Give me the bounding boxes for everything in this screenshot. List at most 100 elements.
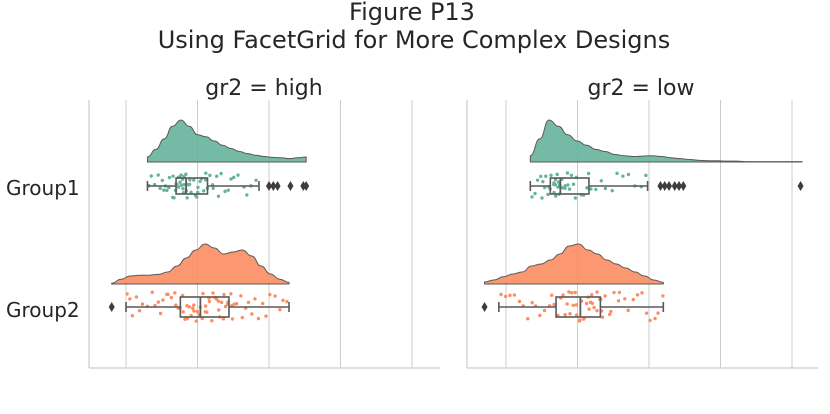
data-point (221, 317, 226, 321)
data-point (211, 186, 215, 190)
outlier-marker (303, 181, 310, 191)
data-point (566, 183, 570, 187)
data-point (172, 196, 176, 200)
density-cloud-group2 (484, 243, 664, 285)
data-point (590, 301, 595, 306)
data-point (578, 318, 582, 322)
data-point (264, 314, 268, 318)
data-point (208, 173, 212, 178)
data-point (555, 172, 559, 177)
chart-suptitle-line1: Figure P13 (349, 0, 475, 26)
data-point (565, 302, 569, 306)
outlier-marker (274, 181, 281, 191)
data-point (256, 316, 261, 321)
data-point (539, 174, 543, 179)
data-point (216, 299, 221, 303)
data-point (203, 178, 208, 182)
data-point (223, 189, 227, 194)
data-point (179, 183, 183, 187)
data-point (508, 293, 512, 298)
outlier-marker (671, 181, 678, 191)
data-point (546, 192, 550, 197)
data-point (554, 194, 558, 198)
data-point (571, 303, 576, 307)
data-point (281, 298, 285, 302)
data-point (187, 305, 192, 309)
data-point (246, 300, 251, 305)
data-point (192, 309, 196, 313)
data-point (589, 187, 593, 191)
data-point (503, 294, 508, 299)
data-point (165, 188, 169, 193)
data-point (140, 302, 145, 306)
data-point (550, 293, 554, 297)
data-point (626, 308, 630, 313)
data-point (621, 174, 625, 178)
outlier-marker (108, 302, 115, 312)
data-point (653, 316, 657, 321)
data-point (561, 293, 565, 297)
data-point (214, 174, 219, 178)
data-point (556, 180, 561, 184)
data-point (549, 173, 553, 177)
data-point (542, 308, 547, 313)
data-point (644, 311, 649, 315)
data-point (567, 187, 572, 191)
outlier-marker (481, 302, 488, 312)
data-point (567, 290, 571, 294)
data-point (137, 309, 142, 313)
box-iqr (175, 177, 209, 195)
data-point (261, 301, 265, 306)
data-point (182, 183, 186, 187)
outlier-marker (661, 181, 668, 191)
data-point (626, 172, 631, 177)
data-point (195, 309, 199, 314)
data-point (563, 186, 567, 190)
data-point (217, 308, 221, 312)
data-point (594, 187, 598, 192)
data-point (589, 293, 594, 297)
data-point (219, 300, 224, 305)
density-cloud-group2 (111, 243, 290, 285)
data-point (174, 303, 178, 307)
facet-low: gr2 = low (466, 76, 818, 369)
data-point (130, 314, 135, 318)
data-point (219, 171, 223, 176)
data-point (584, 301, 589, 306)
data-point (253, 297, 257, 301)
data-point (195, 195, 199, 199)
data-point (530, 301, 534, 305)
data-point (204, 171, 208, 175)
data-point (565, 171, 570, 175)
data-point (171, 174, 175, 178)
data-point (610, 189, 614, 193)
data-point (599, 179, 603, 183)
data-point (607, 312, 612, 317)
data-point (185, 196, 189, 200)
data-point (216, 194, 221, 199)
data-point (586, 171, 591, 176)
data-point (615, 171, 619, 176)
data-point (203, 304, 208, 308)
outlier-marker (287, 181, 294, 191)
data-point (530, 195, 534, 199)
data-point (160, 178, 165, 183)
data-point (229, 292, 233, 296)
data-point (239, 294, 243, 298)
data-point (595, 290, 599, 294)
data-point (617, 290, 622, 295)
data-point (181, 186, 185, 191)
data-point (661, 294, 665, 298)
data-point (176, 185, 181, 189)
data-point (612, 290, 616, 295)
data-point (201, 291, 205, 296)
data-point (268, 292, 272, 297)
facet-title-low: gr2 = low (588, 76, 695, 101)
data-point (603, 294, 607, 298)
data-point (149, 174, 153, 178)
data-point (640, 291, 644, 295)
data-point (595, 308, 599, 313)
data-point (229, 177, 233, 181)
data-point (192, 303, 196, 307)
data-point (184, 172, 188, 176)
